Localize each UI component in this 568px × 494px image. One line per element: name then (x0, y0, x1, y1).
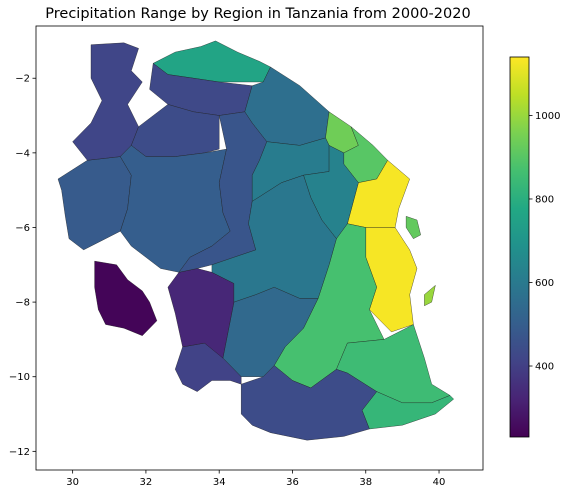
y-axis-ticks: −2 −4 −6 −8 −10 −12 (9, 74, 36, 458)
y-tick-label: −2 (15, 74, 30, 85)
colorbar-tick-label: 400 (535, 362, 554, 373)
colorbar: 400 600 800 1000 (509, 56, 560, 438)
colorbar-ticks: 400 600 800 1000 (529, 111, 560, 373)
y-tick-label: −12 (9, 447, 30, 458)
y-tick-label: −6 (15, 223, 30, 234)
map-region (211, 175, 337, 303)
x-axis-ticks: 30 32 34 36 38 40 (66, 470, 445, 488)
x-tick-label: 40 (433, 477, 446, 488)
x-tick-label: 30 (66, 477, 79, 488)
y-tick-label: −4 (15, 148, 30, 159)
map-region (424, 285, 436, 306)
map-axes: 30 32 34 36 38 40 −2 −4 −6 −8 −10 −12 (9, 25, 484, 488)
colorbar-tick-label: 800 (535, 194, 554, 205)
colorbar-tick-label: 600 (535, 278, 554, 289)
colorbar-gradient (509, 56, 530, 438)
map-axes-frame (35, 25, 484, 471)
x-tick-label: 38 (359, 477, 372, 488)
x-tick-label: 34 (213, 477, 226, 488)
regions-layer (57, 40, 454, 441)
colorbar-tick-label: 1000 (535, 111, 560, 122)
y-tick-label: −8 (15, 298, 30, 309)
x-tick-label: 36 (286, 477, 299, 488)
x-tick-label: 32 (140, 477, 153, 488)
chart-title: Precipitation Range by Region in Tanzani… (45, 6, 470, 22)
map-region (167, 268, 235, 359)
map-region (94, 260, 158, 336)
map-region (405, 216, 421, 239)
y-tick-label: −10 (9, 372, 30, 383)
map-region (241, 365, 377, 441)
